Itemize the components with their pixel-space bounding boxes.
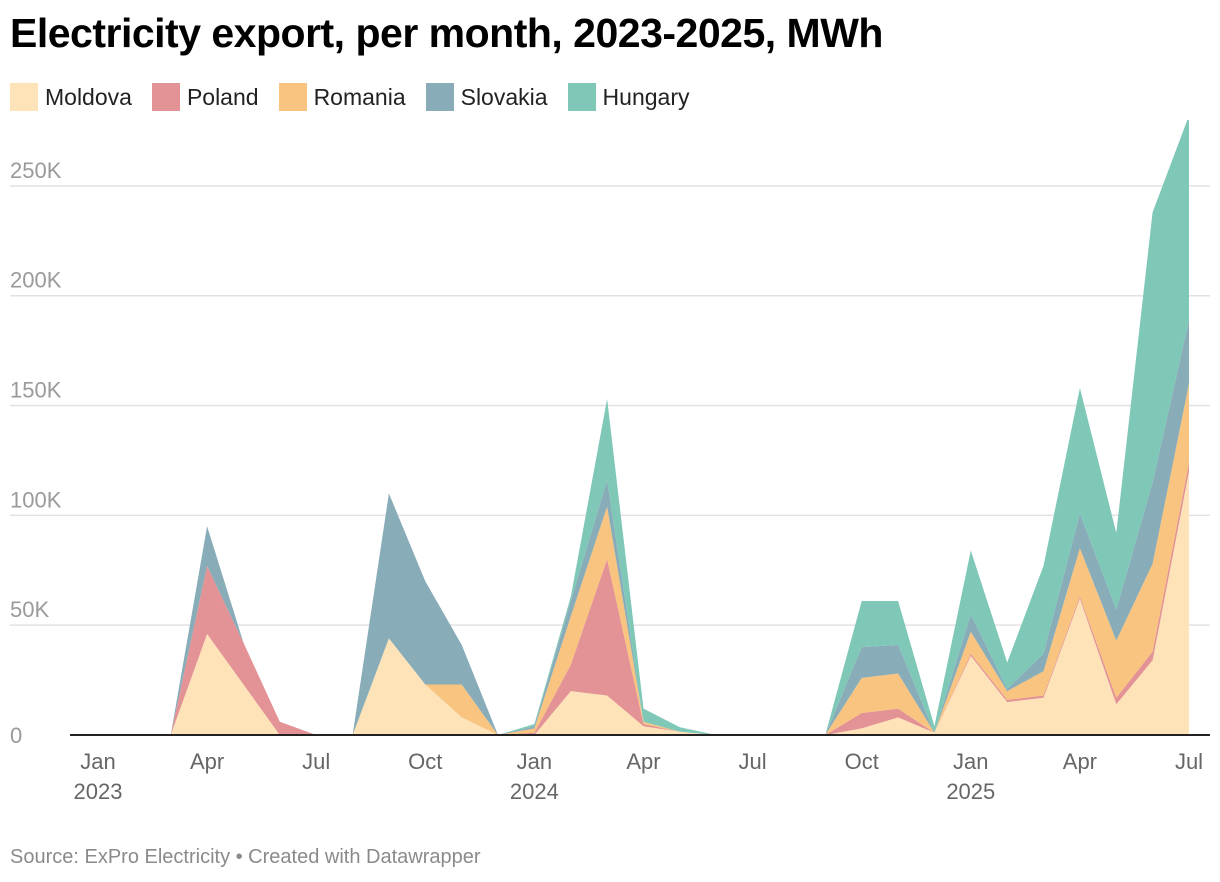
x-tick-label: Jul xyxy=(1175,749,1203,774)
y-tick-label: 100K xyxy=(10,487,62,512)
legend-swatch xyxy=(278,83,307,111)
x-tick-year-label: 2023 xyxy=(74,779,123,804)
legend-item-romania: Romania xyxy=(278,83,406,111)
area-series-hungary xyxy=(98,120,1189,735)
legend-item-moldova: Moldova xyxy=(10,83,132,111)
legend-swatch xyxy=(10,83,38,111)
legend-label: Hungary xyxy=(602,83,690,110)
x-tick-label: Jan xyxy=(80,749,115,774)
legend-item-poland: Poland xyxy=(151,83,259,111)
area-series-slovakia xyxy=(98,319,1189,735)
legend: Moldova Poland Romania Slovakia Hungary xyxy=(10,83,709,111)
x-tick-year-label: 2024 xyxy=(510,779,559,804)
legend-swatch xyxy=(425,83,454,111)
legend-item-slovakia: Slovakia xyxy=(425,83,548,111)
legend-label: Poland xyxy=(186,83,259,110)
chart-area: 0 50K 100K 150K 200K 250K Jan 2023 Apr Jul Oct Jan 2… xyxy=(10,120,1210,804)
source-note: Source: ExPro Electricity • Created with… xyxy=(10,846,481,868)
legend-label: Romania xyxy=(313,83,406,110)
x-tick-label: Jul xyxy=(739,749,767,774)
x-tick-label: Jul xyxy=(302,749,330,774)
x-tick-label: Oct xyxy=(845,749,879,774)
y-tick-label: 200K xyxy=(10,268,62,293)
x-tick-label: Apr xyxy=(1063,749,1097,774)
x-tick-year-label: 2025 xyxy=(946,779,995,804)
legend-label: Moldova xyxy=(45,83,132,110)
x-tick-label: Oct xyxy=(408,749,442,774)
y-tick-label: 250K xyxy=(10,158,62,183)
x-tick-label: Jan xyxy=(517,749,552,774)
legend-swatch xyxy=(151,83,180,111)
chart-title: Electricity export, per month, 2023-2025… xyxy=(10,10,883,56)
x-tick-label: Apr xyxy=(190,749,224,774)
y-tick-label: 0 xyxy=(10,723,22,748)
legend-label: Slovakia xyxy=(460,83,548,110)
legend-swatch xyxy=(567,83,596,111)
legend-item-hungary: Hungary xyxy=(567,83,690,111)
x-tick-label: Apr xyxy=(626,749,660,774)
area-series-romania xyxy=(98,383,1189,735)
x-tick-label: Jan xyxy=(953,749,988,774)
y-tick-label: 50K xyxy=(10,597,49,622)
area-series-moldova xyxy=(98,471,1189,735)
y-tick-label: 150K xyxy=(10,378,62,403)
